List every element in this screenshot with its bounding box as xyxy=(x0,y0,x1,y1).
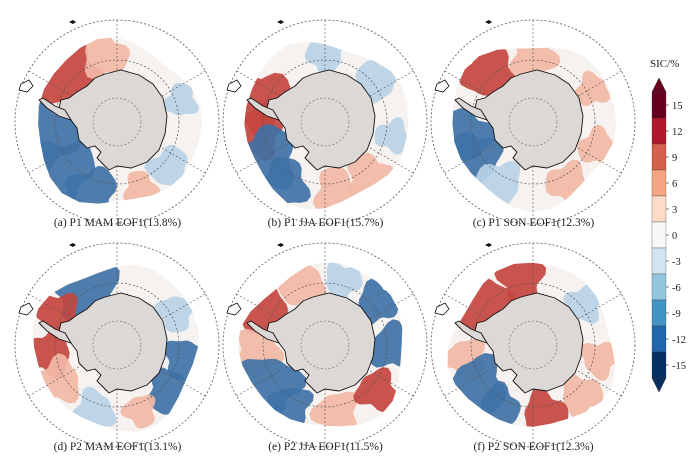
latitude-circle-inner-land xyxy=(508,320,558,370)
anomaly-patch xyxy=(38,102,83,173)
colorbar-tick-label: 15 xyxy=(672,101,683,112)
antarctica-landmass xyxy=(58,69,168,171)
anomaly-patch xyxy=(304,41,343,79)
island-mark xyxy=(69,243,76,247)
south-america-tip xyxy=(434,302,450,316)
colorbar-top-arrow xyxy=(651,78,667,93)
colorbar-title: SIC/% xyxy=(650,58,680,70)
anomaly-patch xyxy=(326,261,363,304)
caption-a: (a) P1 MAM EOF1(13.8%) xyxy=(53,217,182,229)
south-america-tip xyxy=(18,302,34,316)
colorbar-segment xyxy=(651,143,667,171)
colorbar-segment xyxy=(651,117,667,145)
anomaly-patch xyxy=(478,380,521,425)
caption-b: (b) P1 JJA EOF1(15.7%) xyxy=(267,217,384,229)
latitude-circle-inner-land xyxy=(508,97,558,147)
map-panel-e xyxy=(218,238,433,453)
polar-map-d xyxy=(14,242,220,448)
caption-d: (d) P2 MAM EOF1(13.1%) xyxy=(53,441,182,453)
latitude-circle-inner-land xyxy=(300,97,350,147)
colorbar-segment xyxy=(651,273,667,301)
map-panel-a xyxy=(10,15,225,230)
colorbar-tick-label: -15 xyxy=(672,361,686,372)
antarctica-landmass xyxy=(474,69,584,171)
antarctic-peninsula xyxy=(454,320,489,344)
antarctic-peninsula xyxy=(38,97,73,121)
colorbar-tick-label: -12 xyxy=(672,335,686,346)
caption-f: (f) P2 SON EOF1(12.3%) xyxy=(473,441,594,453)
anomaly-patch xyxy=(370,319,403,368)
polar-map-b xyxy=(222,19,428,225)
island-mark xyxy=(277,243,284,247)
colorbar-bottom-arrow xyxy=(651,377,667,393)
island-mark xyxy=(485,243,492,247)
colorbar-segment xyxy=(651,351,667,379)
map-panel-c xyxy=(426,15,641,230)
anomaly-patch xyxy=(162,340,199,381)
anomaly-patch xyxy=(144,145,188,189)
antarctica-landmass xyxy=(58,292,168,394)
antarctic-peninsula xyxy=(454,97,489,121)
colorbar-segment xyxy=(651,221,667,249)
colorbar: 15 12 9 6 3 0 -3 -6 -9 -12 -15 xyxy=(651,78,686,393)
polar-map-e xyxy=(222,242,428,448)
colorbar-tick-label: 3 xyxy=(672,205,677,216)
antarctica-landmass xyxy=(266,69,376,171)
anomaly-patch xyxy=(122,170,161,203)
colorbar-tick-label: 12 xyxy=(672,127,683,138)
colorbar-segment xyxy=(651,195,667,223)
caption-c: (c) P1 SON EOF1(12.3%) xyxy=(472,217,595,229)
caption-e: (e) P2 JJA EOF1(11.5%) xyxy=(268,441,383,453)
anomaly-patch xyxy=(64,165,118,204)
colorbar-segment xyxy=(651,247,667,275)
colorbar-segment xyxy=(651,299,667,327)
anomaly-patch xyxy=(574,70,610,107)
colorbar-tick-label: -6 xyxy=(672,283,681,294)
polar-map-a xyxy=(14,19,220,225)
south-america-tip xyxy=(226,79,242,93)
map-panel-f xyxy=(426,238,641,453)
colorbar-tick-label: -3 xyxy=(672,257,681,268)
colorbar-tick-label: 0 xyxy=(672,231,677,242)
anomaly-patch xyxy=(563,373,604,420)
anomaly-patch xyxy=(374,117,407,155)
anomaly-patch xyxy=(84,37,130,79)
anomaly-patch xyxy=(266,387,314,427)
latitude-circle-inner-land xyxy=(300,320,350,370)
colorbar-tick-label: 6 xyxy=(672,179,677,190)
polar-map-c xyxy=(430,19,636,225)
anomaly-patch xyxy=(580,341,616,381)
colorbar-tick-label: -9 xyxy=(672,309,681,320)
anomaly-patch xyxy=(120,394,156,429)
anomaly-patch xyxy=(509,47,561,77)
anomaly-patch xyxy=(474,161,521,211)
antarctic-peninsula xyxy=(246,320,281,344)
colorbar-segment xyxy=(651,169,667,197)
island-mark xyxy=(277,20,284,24)
island-mark xyxy=(485,20,492,24)
anomaly-patch xyxy=(161,83,200,116)
antarctic-peninsula xyxy=(38,320,73,344)
antarctica-landmass xyxy=(266,292,376,394)
anomaly-patch xyxy=(577,124,614,166)
colorbar-tick-label: 9 xyxy=(672,153,677,164)
latitude-circle-inner-land xyxy=(92,320,142,370)
colorbar-segment xyxy=(651,325,667,353)
south-america-tip xyxy=(434,79,450,93)
antarctic-peninsula xyxy=(246,97,281,121)
colorbar-segment xyxy=(651,91,667,119)
south-america-tip xyxy=(226,302,242,316)
antarctica-landmass xyxy=(474,292,584,394)
map-panel-b xyxy=(218,15,433,230)
polar-map-f xyxy=(430,242,636,448)
latitude-circle-inner-land xyxy=(92,97,142,147)
map-panel-d xyxy=(10,238,225,453)
anomaly-patch xyxy=(358,278,399,326)
anomaly-patch xyxy=(457,47,519,96)
anomaly-patch xyxy=(353,367,398,412)
island-mark xyxy=(69,20,76,24)
south-america-tip xyxy=(18,79,34,93)
